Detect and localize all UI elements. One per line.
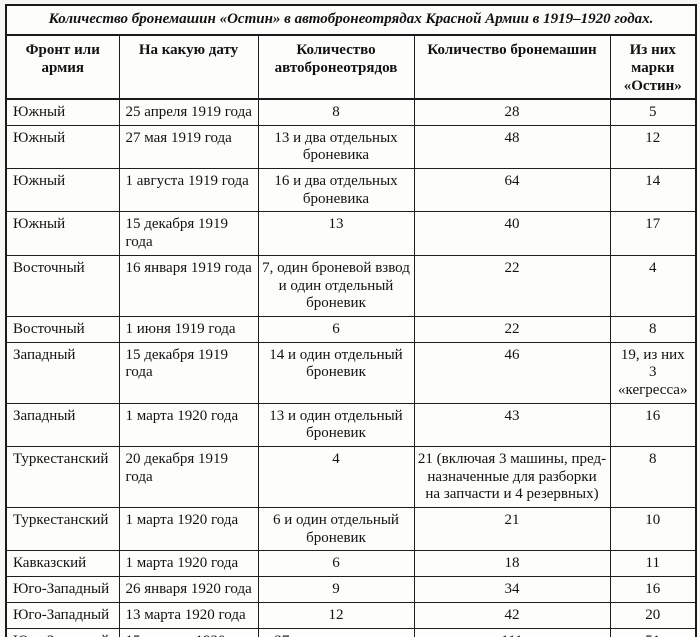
cell-front: Туркестанский	[5, 445, 120, 509]
cell-vehicles: 22	[413, 315, 611, 343]
column-header-austin: Из них марки «Остин»	[609, 34, 697, 100]
cell-date: 1 августа 1919 года	[118, 168, 259, 213]
cell-vehicles: 64	[413, 168, 611, 213]
table-row: Юго-Западный 26 января 1920 года 9 34 16	[5, 576, 697, 603]
cell-austin: 5	[609, 98, 697, 126]
cell-austin: 16	[609, 576, 697, 603]
column-header-date: На какую дату	[118, 34, 259, 100]
cell-austin: 17	[609, 211, 697, 256]
table-row: Восточный 1 июня 1919 года 6 22 8	[5, 315, 697, 343]
cell-date: 1 марта 1920 года	[118, 550, 259, 578]
cell-front: Кавказский	[5, 550, 120, 578]
cell-date: 15 августа 1920 года	[118, 627, 259, 637]
cell-date: 15 декабря 1919 года	[118, 341, 259, 404]
cell-austin: 20	[609, 601, 697, 629]
cell-detachments: 13 и один отдельный броневик	[257, 402, 415, 448]
table-header-row: Фронт или армия На какую дату Количество…	[5, 34, 697, 100]
cell-date: 20 декабря 1919 года	[118, 445, 259, 509]
austin-armored-cars-table: Количество бронемашин «Остин» в автоброн…	[5, 4, 698, 637]
cell-front: Юго-Западный	[5, 576, 120, 603]
column-header-vehicles: Количество бронемашин	[413, 34, 611, 100]
table-row: Кавказский 1 марта 1920 года 6 18 11	[5, 550, 697, 578]
cell-vehicles: 46	[413, 341, 611, 404]
cell-detachments: 4	[257, 445, 415, 509]
table-row: Юго-Западный 15 августа 1920 года 27 и д…	[5, 627, 697, 637]
cell-front: Восточный	[5, 254, 120, 317]
cell-detachments: 6	[257, 315, 415, 343]
table-row: Южный 15 декабря 1919 года 13 40 17	[5, 211, 697, 256]
table-row: Туркестанский 20 декабря 1919 года 4 21 …	[5, 445, 697, 509]
cell-date: 25 апреля 1919 года	[118, 98, 259, 126]
table-body: Южный 25 апреля 1919 года 8 28 5 Южный 2…	[5, 98, 697, 637]
cell-detachments: 12	[257, 601, 415, 629]
cell-austin: 11	[609, 550, 697, 578]
cell-vehicles: 43	[413, 402, 611, 448]
cell-vehicles: 34	[413, 576, 611, 603]
cell-detachments: 6 и один отдельный броневик	[257, 507, 415, 552]
cell-date: 1 марта 1920 года	[118, 507, 259, 552]
cell-austin: 8	[609, 315, 697, 343]
cell-date: 27 мая 1919 года	[118, 124, 259, 170]
cell-detachments: 16 и два отдельных броневика	[257, 168, 415, 213]
cell-austin: 8	[609, 445, 697, 509]
cell-date: 15 декабря 1919 года	[118, 211, 259, 256]
cell-detachments: 7, один броневой взвод и один отдельный …	[257, 254, 415, 317]
column-header-front: Фронт или армия	[5, 34, 120, 100]
table-title-row: Количество бронемашин «Остин» в автоброн…	[5, 4, 697, 36]
cell-austin: 10	[609, 507, 697, 552]
cell-austin: 14	[609, 168, 697, 213]
cell-vehicles: 18	[413, 550, 611, 578]
cell-detachments: 8	[257, 98, 415, 126]
table-row: Восточный 16 января 1919 года 7, один бр…	[5, 254, 697, 317]
cell-detachments: 14 и один отдельный броневик	[257, 341, 415, 404]
cell-date: 26 января 1920 года	[118, 576, 259, 603]
cell-vehicles: 22	[413, 254, 611, 317]
cell-vehicles: 48	[413, 124, 611, 170]
cell-vehicles: 40	[413, 211, 611, 256]
cell-front: Западный	[5, 341, 120, 404]
cell-detachments: 13	[257, 211, 415, 256]
cell-front: Южный	[5, 211, 120, 256]
cell-front: Восточный	[5, 315, 120, 343]
cell-vehicles: 21 (включая 3 машины, пред- назначенные …	[413, 445, 611, 509]
cell-front: Южный	[5, 168, 120, 213]
table-row: Южный 27 мая 1919 года 13 и два отдельны…	[5, 124, 697, 170]
cell-front: Туркестанский	[5, 507, 120, 552]
cell-detachments: 27 и два отдельных броневика	[257, 627, 415, 637]
cell-vehicles: 21	[413, 507, 611, 552]
table-row: Южный 25 апреля 1919 года 8 28 5	[5, 98, 697, 126]
cell-detachments: 9	[257, 576, 415, 603]
table-row: Западный 1 марта 1920 года 13 и один отд…	[5, 402, 697, 448]
cell-vehicles: 28	[413, 98, 611, 126]
cell-front: Юго-Западный	[5, 601, 120, 629]
cell-front: Западный	[5, 402, 120, 448]
cell-date: 16 января 1919 года	[118, 254, 259, 317]
cell-date: 1 марта 1920 года	[118, 402, 259, 448]
cell-detachments: 6	[257, 550, 415, 578]
table-title: Количество бронемашин «Остин» в автоброн…	[5, 4, 697, 36]
cell-austin: 4	[609, 254, 697, 317]
cell-vehicles: 42	[413, 601, 611, 629]
cell-date: 13 марта 1920 года	[118, 601, 259, 629]
cell-austin: 51	[609, 627, 697, 637]
cell-austin: 16	[609, 402, 697, 448]
table-row: Западный 15 декабря 1919 года 14 и один …	[5, 341, 697, 404]
cell-austin: 12	[609, 124, 697, 170]
cell-front: Юго-Западный	[5, 627, 120, 637]
cell-detachments: 13 и два отдельных броневика	[257, 124, 415, 170]
table-row: Туркестанский 1 марта 1920 года 6 и один…	[5, 507, 697, 552]
cell-date: 1 июня 1919 года	[118, 315, 259, 343]
column-header-detachments: Количество автобронеотрядов	[257, 34, 415, 100]
cell-front: Южный	[5, 124, 120, 170]
cell-vehicles: 111	[413, 627, 611, 637]
cell-austin: 19, из них 3 «кегресса»	[609, 341, 697, 404]
table-row: Юго-Западный 13 марта 1920 года 12 42 20	[5, 601, 697, 629]
cell-front: Южный	[5, 98, 120, 126]
table-row: Южный 1 августа 1919 года 16 и два отдел…	[5, 168, 697, 213]
